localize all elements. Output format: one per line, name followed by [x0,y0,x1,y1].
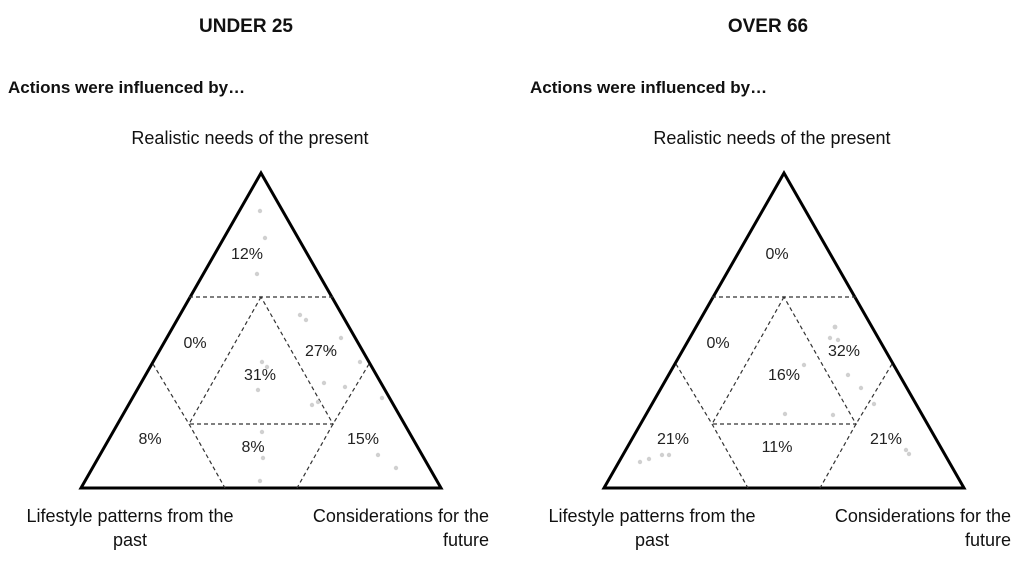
pct-top: 0% [765,246,788,263]
pct-upper-right: 27% [305,343,337,360]
data-points [254,208,399,484]
pct-lower-left: 8% [138,431,161,448]
region-dividers [675,295,893,489]
pct-upper-left: 0% [706,335,729,352]
bottom-right-label: Considerations for the future [834,506,1011,550]
data-points [637,324,912,465]
bottom-left-label: Lifestyle patterns from the past [548,506,756,550]
pct-top: 12% [231,246,263,263]
bottom-left-label: Lifestyle patterns from the past [26,506,234,550]
pct-lower-left: 21% [657,431,689,448]
group-title: UNDER 25 [199,16,293,37]
pct-lower-right: 21% [870,431,902,448]
outer-triangle [78,169,444,490]
ternary-triangle: 0% 0% 16% 32% 21% 11% 21% [601,169,967,490]
pct-bottom-center: 8% [241,439,264,456]
pct-center: 31% [244,367,276,384]
top-vertex-label: Realistic needs of the present [653,128,891,148]
group-title: OVER 66 [727,16,809,37]
pct-lower-right: 15% [347,431,379,448]
pct-bottom-center: 11% [762,439,793,456]
ternary-triangle: 12% 0% 31% 27% 8% 8% 15% [78,169,444,490]
top-vertex-label: Realistic needs of the present [131,128,369,148]
region-dividers [152,295,370,489]
panel-under-25: UNDER 25 Actions were influenced by… Rea… [8,16,489,550]
pct-center: 16% [768,367,800,384]
subtitle: Actions were influenced by… [530,78,768,97]
panel-over-66: OVER 66 Actions were influenced by… Real… [522,0,1024,561]
pct-upper-right: 32% [828,343,860,360]
pct-upper-left: 0% [183,335,206,352]
outer-triangle [601,169,967,490]
subtitle: Actions were influenced by… [8,78,246,97]
bottom-right-label: Considerations for the future [312,506,489,550]
